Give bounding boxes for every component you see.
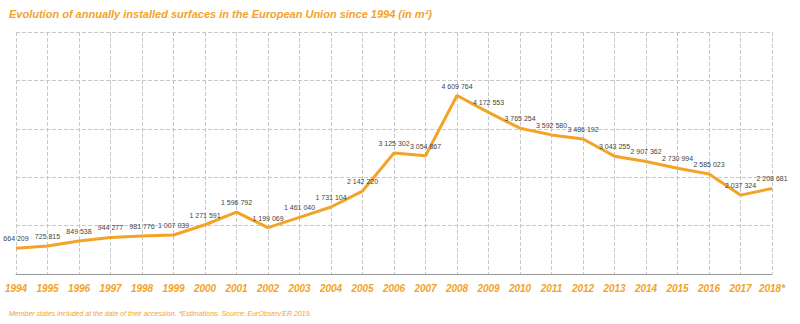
svg-text:2010: 2010 — [508, 283, 532, 294]
svg-text:2013: 2013 — [602, 283, 626, 294]
svg-text:3 765 254: 3 765 254 — [504, 115, 535, 122]
svg-text:2005: 2005 — [350, 283, 374, 294]
svg-text:3 054 867: 3 054 867 — [410, 143, 441, 150]
svg-text:2 142 220: 2 142 220 — [347, 178, 378, 185]
svg-text:2012: 2012 — [571, 283, 595, 294]
svg-text:2007: 2007 — [413, 283, 437, 294]
svg-text:1 271 591: 1 271 591 — [189, 212, 220, 219]
svg-text:664 209: 664 209 — [3, 235, 28, 242]
svg-text:3 043 255: 3 043 255 — [599, 143, 630, 150]
svg-text:1997: 1997 — [99, 283, 122, 294]
svg-text:2 208 681: 2 208 681 — [756, 175, 787, 182]
svg-text:2009: 2009 — [476, 283, 500, 294]
svg-text:1 007 039: 1 007 039 — [158, 222, 189, 229]
svg-text:2016: 2016 — [697, 283, 721, 294]
svg-text:1 731 104: 1 731 104 — [315, 194, 346, 201]
svg-text:2000: 2000 — [193, 283, 217, 294]
svg-text:3 486 192: 3 486 192 — [567, 126, 598, 133]
svg-text:1995: 1995 — [36, 283, 59, 294]
svg-text:1 199 069: 1 199 069 — [252, 215, 283, 222]
svg-text:2 907 362: 2 907 362 — [630, 148, 661, 155]
svg-text:Evolution of annually installe: Evolution of annually installed surfaces… — [9, 8, 432, 20]
svg-text:4 609 764: 4 609 764 — [441, 83, 472, 90]
svg-text:2 037 324: 2 037 324 — [725, 182, 756, 189]
svg-text:4 172 553: 4 172 553 — [473, 99, 504, 106]
svg-text:2 585 023: 2 585 023 — [693, 161, 724, 168]
svg-text:2 730 994: 2 730 994 — [662, 155, 693, 162]
svg-text:3 592 580: 3 592 580 — [536, 122, 567, 129]
svg-text:Member states included at the: Member states included at the date of th… — [9, 310, 312, 317]
svg-text:1996: 1996 — [68, 283, 91, 294]
svg-text:2008: 2008 — [445, 283, 469, 294]
svg-text:1 596 792: 1 596 792 — [221, 199, 252, 206]
svg-text:3 125 302: 3 125 302 — [378, 140, 409, 147]
svg-text:2002: 2002 — [256, 283, 280, 294]
svg-text:2018*: 2018* — [758, 283, 786, 294]
svg-text:725 815: 725 815 — [35, 233, 60, 240]
svg-text:1998: 1998 — [131, 283, 154, 294]
svg-text:2001: 2001 — [224, 283, 248, 294]
svg-text:2011: 2011 — [540, 283, 563, 294]
svg-text:944 277: 944 277 — [98, 224, 123, 231]
svg-text:981 776: 981 776 — [129, 223, 154, 230]
svg-text:2015: 2015 — [665, 283, 689, 294]
svg-text:1999: 1999 — [162, 283, 185, 294]
svg-text:2003: 2003 — [287, 283, 311, 294]
svg-text:1 461 040: 1 461 040 — [284, 204, 315, 211]
svg-text:2004: 2004 — [319, 283, 343, 294]
svg-text:1994: 1994 — [5, 283, 28, 294]
svg-text:849 538: 849 538 — [66, 228, 91, 235]
svg-text:2006: 2006 — [382, 283, 406, 294]
svg-text:2014: 2014 — [634, 283, 658, 294]
svg-text:2017: 2017 — [728, 283, 752, 294]
